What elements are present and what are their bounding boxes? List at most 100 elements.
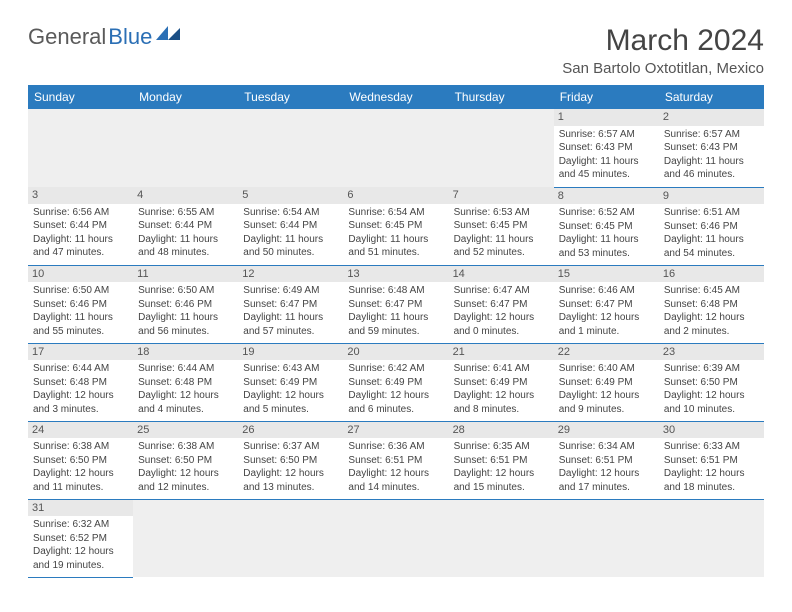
- weekday-header: Sunday: [28, 85, 133, 109]
- logo-text-2: Blue: [108, 24, 152, 50]
- daylight-text: Daylight: 12 hours and 11 minutes.: [33, 467, 128, 494]
- day-number: 6: [343, 187, 448, 204]
- calendar-body: 1Sunrise: 6:57 AMSunset: 6:43 PMDaylight…: [28, 109, 764, 577]
- sunset-text: Sunset: 6:47 PM: [559, 298, 654, 312]
- daylight-text: Daylight: 12 hours and 5 minutes.: [243, 389, 338, 416]
- daylight-text: Daylight: 12 hours and 2 minutes.: [664, 311, 759, 338]
- sunrise-text: Sunrise: 6:42 AM: [348, 362, 443, 376]
- weekday-header: Tuesday: [238, 85, 343, 109]
- sunset-text: Sunset: 6:49 PM: [348, 376, 443, 390]
- sunset-text: Sunset: 6:48 PM: [664, 298, 759, 312]
- sunset-text: Sunset: 6:44 PM: [33, 219, 128, 233]
- day-number: 19: [238, 344, 343, 361]
- sunrise-text: Sunrise: 6:54 AM: [243, 206, 338, 220]
- day-number: 2: [659, 109, 764, 126]
- weekday-header: Saturday: [659, 85, 764, 109]
- day-number: 14: [449, 266, 554, 283]
- day-number: 26: [238, 422, 343, 439]
- sunrise-text: Sunrise: 6:46 AM: [559, 284, 654, 298]
- sunset-text: Sunset: 6:46 PM: [33, 298, 128, 312]
- day-number: 11: [133, 266, 238, 283]
- daylight-text: Daylight: 11 hours and 47 minutes.: [33, 233, 128, 260]
- sunset-text: Sunset: 6:52 PM: [33, 532, 128, 546]
- sunrise-text: Sunrise: 6:37 AM: [243, 440, 338, 454]
- calendar-week-row: 1Sunrise: 6:57 AMSunset: 6:43 PMDaylight…: [28, 109, 764, 187]
- day-number: 7: [449, 187, 554, 204]
- daylight-text: Daylight: 12 hours and 9 minutes.: [559, 389, 654, 416]
- calendar-empty-cell: [449, 109, 554, 187]
- calendar-empty-cell: [343, 109, 448, 187]
- calendar-day-cell: 11Sunrise: 6:50 AMSunset: 6:46 PMDayligh…: [133, 265, 238, 343]
- sunset-text: Sunset: 6:44 PM: [138, 219, 233, 233]
- calendar-day-cell: 6Sunrise: 6:54 AMSunset: 6:45 PMDaylight…: [343, 187, 448, 265]
- weekday-header: Monday: [133, 85, 238, 109]
- sunrise-text: Sunrise: 6:47 AM: [454, 284, 549, 298]
- calendar-day-cell: 27Sunrise: 6:36 AMSunset: 6:51 PMDayligh…: [343, 421, 448, 499]
- sunset-text: Sunset: 6:51 PM: [559, 454, 654, 468]
- daylight-text: Daylight: 12 hours and 13 minutes.: [243, 467, 338, 494]
- sunrise-text: Sunrise: 6:35 AM: [454, 440, 549, 454]
- sunrise-text: Sunrise: 6:48 AM: [348, 284, 443, 298]
- daylight-text: Daylight: 11 hours and 51 minutes.: [348, 233, 443, 260]
- day-number: 15: [554, 266, 659, 283]
- sunset-text: Sunset: 6:51 PM: [454, 454, 549, 468]
- calendar-week-row: 3Sunrise: 6:56 AMSunset: 6:44 PMDaylight…: [28, 187, 764, 265]
- daylight-text: Daylight: 11 hours and 55 minutes.: [33, 311, 128, 338]
- weekday-header: Friday: [554, 85, 659, 109]
- sunrise-text: Sunrise: 6:57 AM: [664, 128, 759, 142]
- sunset-text: Sunset: 6:50 PM: [138, 454, 233, 468]
- sunrise-text: Sunrise: 6:57 AM: [559, 128, 654, 142]
- sunset-text: Sunset: 6:43 PM: [664, 141, 759, 155]
- sunrise-text: Sunrise: 6:38 AM: [138, 440, 233, 454]
- header: GeneralBlue March 2024 San Bartolo Oxtot…: [28, 24, 764, 77]
- day-number: 1: [554, 109, 659, 126]
- sunrise-text: Sunrise: 6:51 AM: [664, 206, 759, 220]
- calendar-day-cell: 5Sunrise: 6:54 AMSunset: 6:44 PMDaylight…: [238, 187, 343, 265]
- day-number: 27: [343, 422, 448, 439]
- day-number: 22: [554, 344, 659, 361]
- calendar-day-cell: 9Sunrise: 6:51 AMSunset: 6:46 PMDaylight…: [659, 187, 764, 265]
- calendar-day-cell: 1Sunrise: 6:57 AMSunset: 6:43 PMDaylight…: [554, 109, 659, 187]
- logo-flag-icon: [156, 24, 182, 50]
- day-number: 13: [343, 266, 448, 283]
- calendar-empty-cell: [659, 499, 764, 577]
- sunset-text: Sunset: 6:43 PM: [559, 141, 654, 155]
- weekday-header: Wednesday: [343, 85, 448, 109]
- day-number: 9: [659, 188, 764, 205]
- calendar-day-cell: 2Sunrise: 6:57 AMSunset: 6:43 PMDaylight…: [659, 109, 764, 187]
- sunset-text: Sunset: 6:48 PM: [33, 376, 128, 390]
- daylight-text: Daylight: 11 hours and 52 minutes.: [454, 233, 549, 260]
- calendar-empty-cell: [28, 109, 133, 187]
- sunset-text: Sunset: 6:44 PM: [243, 219, 338, 233]
- daylight-text: Daylight: 12 hours and 12 minutes.: [138, 467, 233, 494]
- sunrise-text: Sunrise: 6:56 AM: [33, 206, 128, 220]
- daylight-text: Daylight: 11 hours and 56 minutes.: [138, 311, 233, 338]
- calendar-day-cell: 4Sunrise: 6:55 AMSunset: 6:44 PMDaylight…: [133, 187, 238, 265]
- month-title: March 2024: [562, 24, 764, 58]
- sunrise-text: Sunrise: 6:52 AM: [559, 206, 654, 220]
- calendar-day-cell: 30Sunrise: 6:33 AMSunset: 6:51 PMDayligh…: [659, 421, 764, 499]
- calendar-day-cell: 8Sunrise: 6:52 AMSunset: 6:45 PMDaylight…: [554, 187, 659, 265]
- sunrise-text: Sunrise: 6:53 AM: [454, 206, 549, 220]
- sunrise-text: Sunrise: 6:50 AM: [138, 284, 233, 298]
- daylight-text: Daylight: 12 hours and 10 minutes.: [664, 389, 759, 416]
- calendar-day-cell: 31Sunrise: 6:32 AMSunset: 6:52 PMDayligh…: [28, 499, 133, 577]
- day-number: 21: [449, 344, 554, 361]
- calendar-week-row: 17Sunrise: 6:44 AMSunset: 6:48 PMDayligh…: [28, 343, 764, 421]
- sunset-text: Sunset: 6:51 PM: [348, 454, 443, 468]
- calendar-day-cell: 17Sunrise: 6:44 AMSunset: 6:48 PMDayligh…: [28, 343, 133, 421]
- daylight-text: Daylight: 11 hours and 48 minutes.: [138, 233, 233, 260]
- day-number: 28: [449, 422, 554, 439]
- calendar-day-cell: 26Sunrise: 6:37 AMSunset: 6:50 PMDayligh…: [238, 421, 343, 499]
- daylight-text: Daylight: 11 hours and 54 minutes.: [664, 233, 759, 260]
- sunrise-text: Sunrise: 6:34 AM: [559, 440, 654, 454]
- sunrise-text: Sunrise: 6:44 AM: [33, 362, 128, 376]
- calendar-empty-cell: [449, 499, 554, 577]
- daylight-text: Daylight: 12 hours and 0 minutes.: [454, 311, 549, 338]
- sunrise-text: Sunrise: 6:44 AM: [138, 362, 233, 376]
- sunrise-text: Sunrise: 6:54 AM: [348, 206, 443, 220]
- weekday-header-row: SundayMondayTuesdayWednesdayThursdayFrid…: [28, 85, 764, 109]
- title-block: March 2024 San Bartolo Oxtotitlan, Mexic…: [562, 24, 764, 77]
- calendar-day-cell: 18Sunrise: 6:44 AMSunset: 6:48 PMDayligh…: [133, 343, 238, 421]
- daylight-text: Daylight: 11 hours and 53 minutes.: [559, 233, 654, 260]
